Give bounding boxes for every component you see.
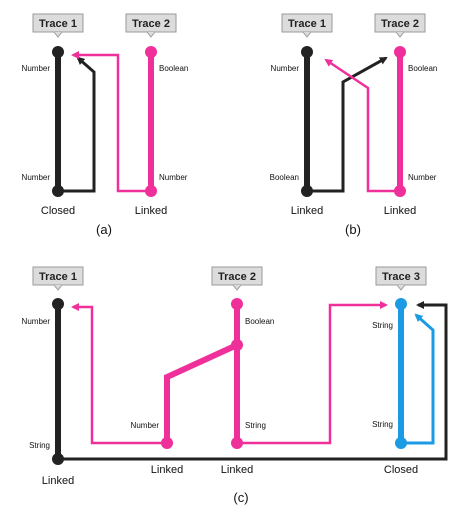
panel-a: Trace 1 Trace 2 Number Number Boolean Nu… (22, 13, 188, 237)
panel-a-trace2-top-type: Boolean (159, 64, 188, 73)
panel-a-link-arrow (71, 51, 151, 193)
panel-a-trace1-top-type: Number (22, 64, 51, 73)
panel-a-trace1-state: Closed (41, 205, 75, 217)
panel-b-trace1-top-type: Number (271, 64, 300, 73)
panel-b-trace1-bottom-type: Boolean (270, 173, 299, 182)
panel-a-caption: (a) (96, 222, 112, 237)
panel-b-trace2-top-node (394, 46, 406, 58)
panel-b-caption: (b) (345, 222, 361, 237)
panel-b-trace2-top-type: Boolean (408, 64, 437, 73)
panel-c-trace2-link-arrow (237, 301, 388, 445)
panel-c-trace3-loop-arrow (401, 313, 435, 445)
panel-b-trace2-bottom-type: Number (408, 173, 437, 182)
panel-c-trace2-bottom-type: String (245, 421, 266, 430)
panel-a-trace2-tag: Trace 2 (125, 13, 177, 38)
panel-b-trace1-tag: Trace 1 (281, 13, 333, 38)
panel-c-branch-link-arrow (71, 303, 167, 445)
panel-c-trace1-state: Linked (42, 475, 74, 487)
panel-b-trace1-link-arrow (307, 56, 388, 193)
panel-c-trace3-label: Trace 3 (382, 271, 420, 283)
panel-c-trace3-top-node (395, 298, 407, 310)
panel-a-trace1-bottom-type: Number (22, 173, 51, 182)
panel-c-trace2-branch-bottom-node (161, 437, 173, 449)
panel-a-trace1-tag: Trace 1 (32, 13, 84, 38)
panel-a-trace1-loop-arrow (58, 56, 96, 193)
panel-c-trace2-tag: Trace 2 (211, 266, 263, 291)
panel-c-trace2-branch-node (231, 339, 243, 351)
panel-a-trace2-state: Linked (135, 205, 167, 217)
panel-c: Trace 1 Trace 2 Trace 3 (22, 266, 448, 505)
panel-c-trace2-mid-type: Number (131, 421, 160, 430)
panel-c-trace2-top-node (231, 298, 243, 310)
panel-c-trace2-branch-state: Linked (151, 464, 183, 476)
panel-c-trace1-label: Trace 1 (39, 271, 77, 283)
panel-c-trace1-top-node (52, 298, 64, 310)
panel-c-trace2-label: Trace 2 (218, 271, 256, 283)
panel-a-trace2-top-node (145, 46, 157, 58)
panel-c-trace1-bottom-node (52, 453, 64, 465)
panel-c-trace3-tag: Trace 3 (375, 266, 427, 291)
panel-b-trace2-label: Trace 2 (381, 18, 419, 30)
panel-c-trace1-top-type: Number (22, 317, 51, 326)
panel-b-trace2-tag: Trace 2 (374, 13, 426, 38)
panel-c-trace1-bottom-type: String (29, 441, 50, 450)
panel-c-caption: (c) (233, 490, 248, 505)
panel-b-trace2-state: Linked (384, 205, 416, 217)
panel-a-trace2-bottom-type: Number (159, 173, 188, 182)
panel-b-trace1-state: Linked (291, 205, 323, 217)
panel-c-trace1-tag: Trace 1 (32, 266, 84, 291)
panel-c-trace1-link-arrow (58, 301, 448, 461)
panel-b-trace1-label: Trace 1 (288, 18, 326, 30)
panel-c-trace2-branch (164, 342, 239, 443)
panel-c-trace3-state: Closed (384, 464, 418, 476)
panel-b-trace1-top-node (301, 46, 313, 58)
panel-b-trace2-link-arrow (324, 58, 400, 193)
panel-c-trace2-state: Linked (221, 464, 253, 476)
panel-a-trace2-label: Trace 2 (132, 18, 170, 30)
panel-a-trace1-top-node (52, 46, 64, 58)
panel-c-trace3-bottom-type: String (372, 420, 393, 429)
panel-c-trace3-top-type: String (372, 321, 393, 330)
panel-c-trace2-top-type: Boolean (245, 317, 274, 326)
panel-a-trace1-label: Trace 1 (39, 18, 77, 30)
panel-b: Trace 1 Trace 2 Number Boolean Boolean N… (270, 13, 437, 237)
